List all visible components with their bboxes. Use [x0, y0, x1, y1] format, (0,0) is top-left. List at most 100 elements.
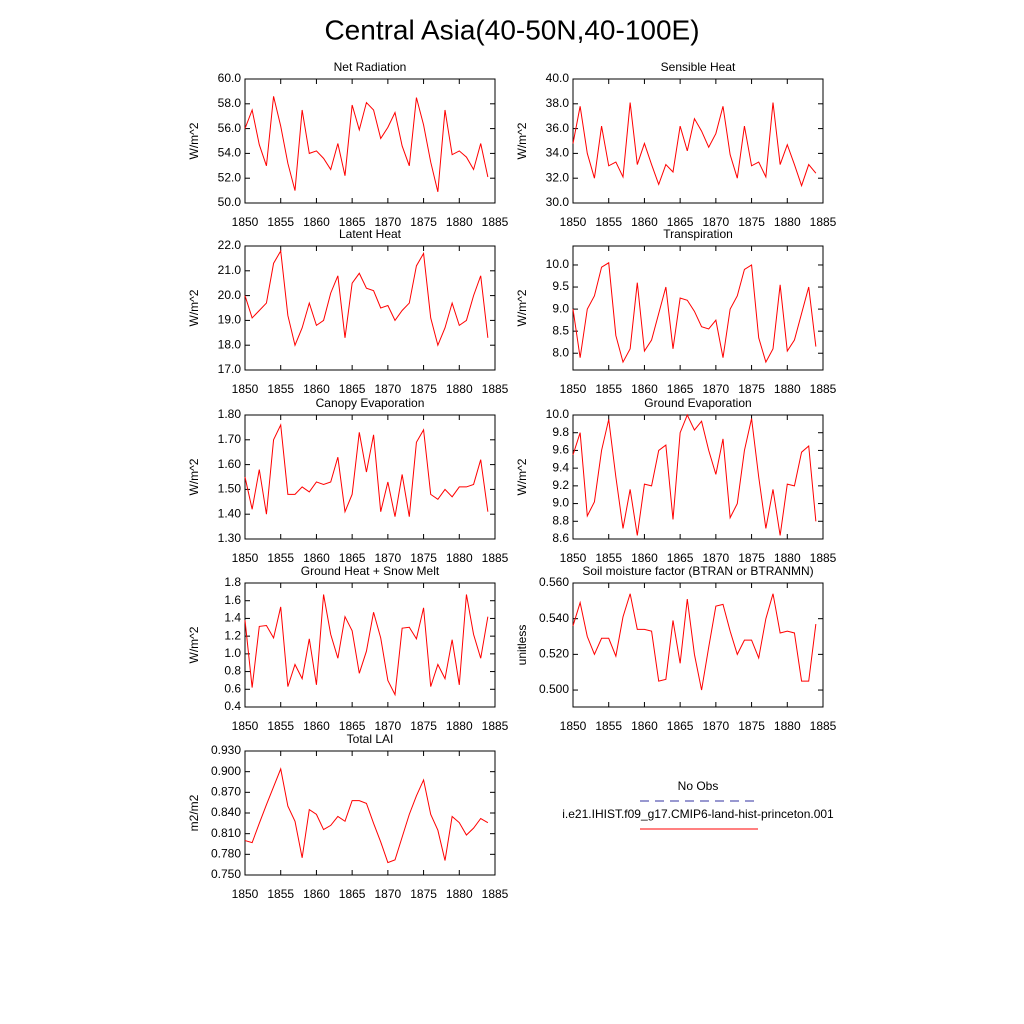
x-tick-label: 1880	[774, 719, 801, 733]
x-tick-label: 1855	[267, 551, 294, 565]
x-tick-label: 1855	[267, 382, 294, 396]
x-tick-label: 1875	[410, 551, 437, 565]
plot-frame	[572, 245, 824, 371]
x-tick-label: 1860	[631, 215, 658, 229]
x-tick-label: 1860	[303, 887, 330, 901]
x-tick-label: 1875	[738, 382, 765, 396]
x-tick-label: 1860	[303, 719, 330, 733]
x-tick-label: 1875	[410, 215, 437, 229]
y-tick-label: 60.0	[218, 71, 242, 85]
x-tick-label: 1870	[703, 215, 730, 229]
x-tick-label: 1870	[375, 382, 402, 396]
y-tick-label: 22.0	[218, 238, 242, 252]
y-tick-label: 1.40	[218, 506, 242, 520]
y-axis-label: W/m^2	[515, 289, 529, 326]
x-tick-label: 1885	[482, 382, 509, 396]
panel-title: Latent Heat	[339, 227, 402, 241]
x-tick-label: 1850	[232, 215, 259, 229]
x-tick-label: 1865	[667, 719, 694, 733]
x-tick-label: 1860	[303, 382, 330, 396]
y-tick-label: 1.4	[224, 611, 241, 625]
y-axis-label: unitless	[515, 625, 529, 666]
x-tick-label: 1885	[810, 215, 837, 229]
y-tick-label: 40.0	[546, 71, 570, 85]
y-tick-label: 0.500	[539, 682, 569, 696]
y-tick-label: 1.80	[218, 407, 242, 421]
y-tick-label: 0.750	[211, 867, 241, 881]
x-tick-label: 1885	[810, 551, 837, 565]
panel-title: Ground Evaporation	[644, 396, 751, 410]
chart-title: Central Asia(40-50N,40-100E)	[324, 14, 699, 45]
panel-title: Ground Heat + Snow Melt	[301, 564, 440, 578]
plot-frame	[244, 78, 496, 204]
x-tick-label: 1870	[375, 887, 402, 901]
y-tick-label: 1.0	[224, 646, 241, 660]
y-axis-label: W/m^2	[187, 289, 201, 326]
series-line	[572, 102, 817, 188]
x-tick-label: 1865	[667, 215, 694, 229]
y-tick-label: 9.2	[552, 478, 569, 492]
x-tick-label: 1855	[595, 551, 622, 565]
y-axis-label: W/m^2	[187, 626, 201, 663]
y-tick-label: 32.0	[546, 170, 570, 184]
x-tick-label: 1855	[267, 215, 294, 229]
y-tick-label: 0.780	[211, 847, 241, 861]
x-tick-label: 1850	[232, 719, 259, 733]
y-tick-label: 17.0	[218, 362, 242, 376]
x-tick-label: 1860	[631, 719, 658, 733]
x-tick-label: 1860	[303, 551, 330, 565]
y-tick-label: 50.0	[218, 195, 242, 209]
plot-frame	[572, 582, 824, 708]
x-tick-label: 1875	[410, 887, 437, 901]
x-tick-label: 1865	[339, 887, 366, 901]
x-tick-label: 1880	[774, 215, 801, 229]
x-tick-label: 1850	[560, 215, 587, 229]
y-tick-label: 8.8	[552, 513, 569, 527]
x-tick-label: 1870	[375, 551, 402, 565]
y-tick-label: 8.0	[552, 345, 569, 359]
x-tick-label: 1885	[482, 215, 509, 229]
x-tick-label: 1880	[774, 382, 801, 396]
y-tick-label: 19.0	[218, 313, 242, 327]
y-tick-label: 52.0	[218, 170, 242, 184]
series-line	[244, 249, 489, 347]
series-line	[244, 767, 489, 864]
plot-frame	[572, 414, 824, 540]
x-tick-label: 1850	[560, 551, 587, 565]
x-tick-label: 1865	[339, 551, 366, 565]
y-tick-label: 0.6	[224, 681, 241, 695]
x-tick-label: 1875	[410, 382, 437, 396]
x-tick-label: 1850	[560, 719, 587, 733]
y-tick-label: 0.810	[211, 826, 241, 840]
x-tick-label: 1865	[339, 215, 366, 229]
x-tick-label: 1870	[375, 215, 402, 229]
y-tick-label: 20.0	[218, 288, 242, 302]
panel-title: Soil moisture factor (BTRAN or BTRANMN)	[582, 564, 813, 578]
x-tick-label: 1880	[446, 887, 473, 901]
plot-frame	[244, 245, 496, 371]
panel-title: Total LAI	[347, 732, 394, 746]
y-tick-label: 9.5	[552, 279, 569, 293]
y-axis-label: m2/m2	[187, 794, 201, 831]
x-tick-label: 1880	[446, 382, 473, 396]
y-tick-label: 8.5	[552, 323, 569, 337]
y-tick-label: 9.4	[552, 460, 569, 474]
legend-label: No Obs	[678, 779, 719, 793]
y-tick-label: 9.0	[552, 496, 569, 510]
y-tick-label: 56.0	[218, 121, 242, 135]
x-tick-label: 1855	[595, 215, 622, 229]
x-tick-label: 1850	[232, 551, 259, 565]
y-tick-label: 1.6	[224, 593, 241, 607]
x-tick-label: 1880	[446, 551, 473, 565]
y-tick-label: 0.4	[224, 699, 241, 713]
x-tick-label: 1850	[232, 382, 259, 396]
panel-title: Net Radiation	[334, 60, 407, 74]
y-tick-label: 10.0	[546, 257, 570, 271]
x-tick-label: 1865	[339, 382, 366, 396]
x-tick-label: 1875	[738, 719, 765, 733]
y-tick-label: 0.930	[211, 743, 241, 757]
y-tick-label: 36.0	[546, 121, 570, 135]
x-tick-label: 1870	[703, 382, 730, 396]
